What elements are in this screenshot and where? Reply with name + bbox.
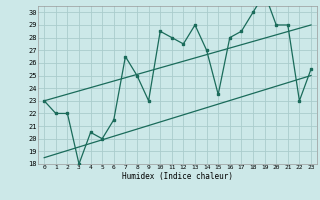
- X-axis label: Humidex (Indice chaleur): Humidex (Indice chaleur): [122, 172, 233, 181]
